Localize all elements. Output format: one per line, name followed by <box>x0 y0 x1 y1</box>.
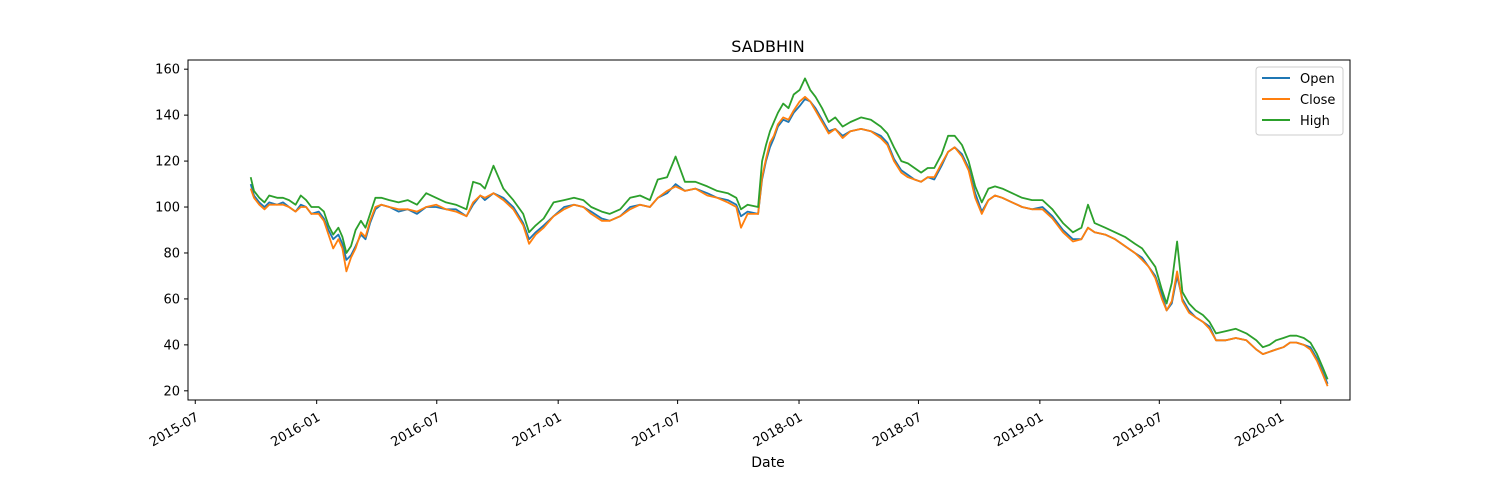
x-tick-label: 2017-07 <box>629 410 684 450</box>
series-layer <box>249 77 1329 387</box>
x-axis-title: Date <box>751 455 784 471</box>
x-tick-label: 2019-07 <box>1111 410 1166 450</box>
legend-label-close: Close <box>1300 93 1335 108</box>
y-tick-label: 80 <box>163 246 180 261</box>
y-tick-label: 100 <box>155 201 180 216</box>
y-tick-label: 160 <box>155 63 180 78</box>
series-line-high <box>249 77 1329 380</box>
legend-label-open: Open <box>1300 72 1335 87</box>
series-line-open <box>249 98 1329 385</box>
y-tick-label: 120 <box>155 155 180 170</box>
plot-area <box>187 59 1351 401</box>
y-tick-label: 20 <box>163 384 180 399</box>
x-tick-label: 2015-07 <box>147 410 202 450</box>
x-axis: 2015-07 2016-01 2016-07 2017-01 2017-07 2018-… <box>147 400 1287 450</box>
x-tick-label: 2019-01 <box>992 410 1047 450</box>
x-tick-label: 2020-01 <box>1233 410 1288 450</box>
x-tick-label: 2016-07 <box>389 410 444 450</box>
y-tick-label: 40 <box>163 338 180 353</box>
chart-title: SADBHIN <box>731 37 804 56</box>
plot-frame <box>187 59 1351 401</box>
x-tick-label: 2018-07 <box>870 410 925 450</box>
x-tick-label: 2017-01 <box>510 410 565 450</box>
legend-box <box>1255 66 1344 136</box>
legend: Open Close High <box>1255 66 1344 136</box>
y-axis: 20 40 60 80 100 120 140 160 <box>155 63 188 399</box>
x-tick-label: 2018-01 <box>751 410 806 450</box>
series-line-close <box>249 95 1329 387</box>
legend-label-high: High <box>1300 114 1330 129</box>
x-tick-label: 2016-01 <box>269 410 324 450</box>
y-tick-label: 140 <box>155 109 180 124</box>
y-tick-label: 60 <box>163 292 180 307</box>
